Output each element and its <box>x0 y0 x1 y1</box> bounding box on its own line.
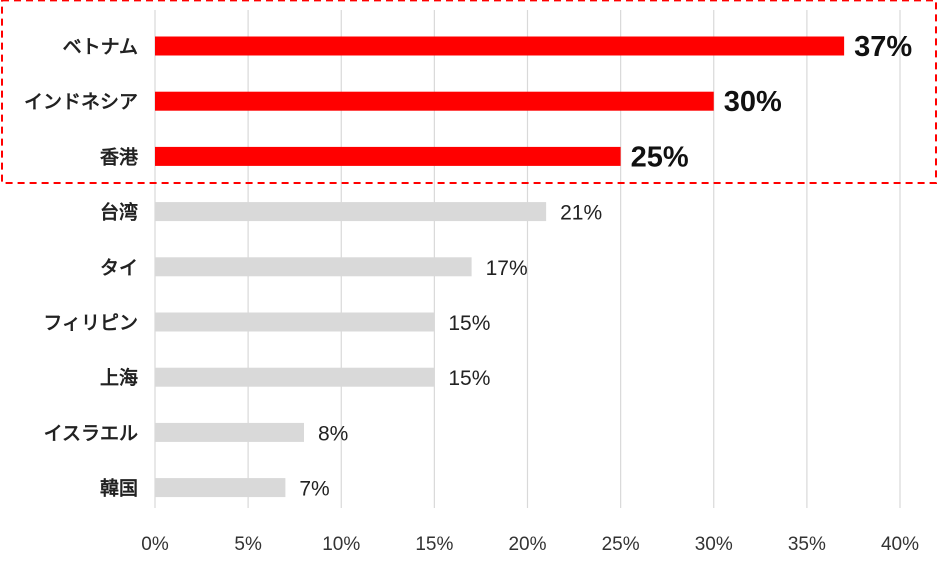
bar-8 <box>155 422 304 442</box>
bars <box>155 36 845 498</box>
value-label: 8% <box>318 422 348 445</box>
x-tick-label: 5% <box>234 534 262 555</box>
category-label: 台湾 <box>100 201 138 224</box>
value-label: 25% <box>631 141 689 173</box>
value-label: 7% <box>299 478 329 501</box>
bar-4 <box>155 202 547 222</box>
x-tick-label: 25% <box>602 534 640 555</box>
bar-1 <box>155 36 845 56</box>
bar-6 <box>155 312 435 332</box>
bar-9 <box>155 478 286 498</box>
category-label: タイ <box>100 257 138 279</box>
x-tick-label: 15% <box>415 534 453 555</box>
category-label: イスラエル <box>44 422 138 444</box>
bar-3 <box>155 146 621 166</box>
category-label: 上海 <box>100 366 138 389</box>
x-tick-label: 10% <box>322 534 360 555</box>
category-label: フィリピン <box>43 312 138 334</box>
value-label: 21% <box>560 202 602 225</box>
value-label: 37% <box>854 31 912 63</box>
x-tick-label: 40% <box>881 534 919 555</box>
bar-2 <box>155 91 714 111</box>
x-tick-label: 35% <box>788 534 826 555</box>
x-tick-label: 30% <box>695 534 733 555</box>
x-axis-ticks: 0% 5% 10% 15% 20% 25% 30% 35% 40% <box>141 534 919 555</box>
bar-5 <box>155 257 472 277</box>
value-label: 17% <box>486 257 528 280</box>
value-label: 15% <box>448 312 490 335</box>
category-label: 香港 <box>99 146 139 168</box>
category-label: ベトナム <box>63 36 138 58</box>
x-tick-label: 20% <box>508 534 546 555</box>
category-label: インドネシア <box>24 91 138 113</box>
bar-7 <box>155 367 435 387</box>
value-labels: 37% 30% 25% 21% 17% 15% 15% 8% 7% <box>299 31 912 501</box>
x-tick-label: 0% <box>141 534 169 555</box>
value-label: 15% <box>448 367 490 390</box>
category-label: 韓国 <box>100 477 138 500</box>
value-label: 30% <box>724 86 782 118</box>
highlight-box <box>1 0 937 185</box>
